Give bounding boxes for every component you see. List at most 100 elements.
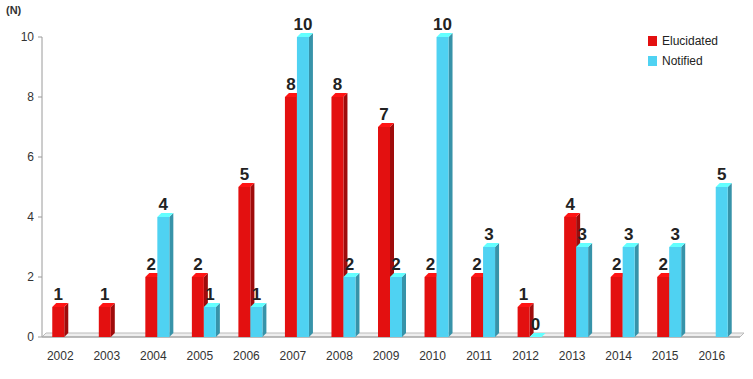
bar-side: [111, 303, 115, 337]
x-tick-label: 2004: [140, 349, 167, 363]
bar: [331, 97, 343, 337]
bar: [250, 307, 262, 337]
bar: [204, 307, 216, 337]
data-label: 1: [54, 285, 63, 304]
bar: [192, 277, 204, 337]
x-tick-label: 2005: [187, 349, 214, 363]
bar-side: [681, 243, 685, 337]
x-tick-label: 2015: [652, 349, 679, 363]
bar: [378, 127, 390, 337]
data-label: 3: [624, 225, 633, 244]
bar-3d: [669, 243, 685, 337]
y-tick-label: 6: [27, 150, 34, 164]
y-tick: [38, 277, 42, 278]
x-tick-label: 2006: [233, 349, 260, 363]
bar-3d: [483, 243, 499, 337]
bar: [564, 217, 576, 337]
bar: [669, 247, 681, 337]
bar: [99, 307, 111, 337]
bar-3d: [157, 213, 173, 337]
bar: [285, 97, 297, 337]
bar-side: [309, 33, 313, 337]
x-tick-label: 2003: [93, 349, 120, 363]
bar-side: [169, 213, 173, 337]
data-label: 10: [433, 15, 452, 34]
y-tick-label: 2: [27, 270, 34, 284]
bar-3d: [623, 243, 639, 337]
y-tick-label: 8: [27, 90, 34, 104]
data-labels: 11225887221422411102210303335: [54, 15, 727, 334]
y-tick: [38, 37, 42, 38]
bar: [576, 247, 588, 337]
x-tick-label: 2012: [512, 349, 539, 363]
bar-3d: [297, 33, 313, 337]
data-label: 1: [100, 285, 109, 304]
bar-3d: [576, 243, 592, 337]
bar: [343, 277, 355, 337]
x-tick-label: 2016: [698, 349, 725, 363]
y-tick-label: 4: [27, 210, 34, 224]
data-label: 3: [484, 225, 493, 244]
data-label: 8: [286, 75, 295, 94]
legend-swatch: [648, 36, 657, 46]
legend: Elucidated Notified: [648, 34, 718, 68]
bar-3d: [250, 303, 266, 337]
x-tick-label: 2014: [605, 349, 632, 363]
y-tick-label: 0: [27, 330, 34, 344]
bar-3d: [716, 183, 732, 337]
data-label: 10: [293, 15, 312, 34]
bar-side: [588, 243, 592, 337]
bar-side: [64, 303, 68, 337]
y-tick: [38, 97, 42, 98]
data-label: 2: [147, 255, 156, 274]
data-label: 2: [472, 255, 481, 274]
data-label: 8: [333, 75, 342, 94]
chart: 0246810(N)200220032004200520062007200820…: [0, 0, 753, 379]
bar-side: [635, 243, 639, 337]
data-label: 7: [379, 105, 388, 124]
bar: [425, 277, 437, 337]
bar: [483, 247, 495, 337]
bar-side: [449, 33, 453, 337]
x-tick-label: 2009: [373, 349, 400, 363]
data-label: 2: [391, 255, 400, 274]
data-label: 1: [205, 285, 214, 304]
data-label: 0: [531, 315, 540, 334]
x-tick-label: 2008: [326, 349, 353, 363]
x-tick-label: 2007: [280, 349, 307, 363]
bar: [390, 277, 402, 337]
bar: [530, 337, 542, 338]
data-label: 3: [577, 225, 586, 244]
bar-3d: [99, 303, 115, 337]
y-axis: [42, 37, 43, 337]
y-tick: [38, 337, 42, 338]
data-label: 3: [670, 225, 679, 244]
bar: [437, 37, 449, 337]
bar-side: [216, 303, 220, 337]
y-tick: [38, 217, 42, 218]
bar-side: [402, 273, 406, 337]
bar: [611, 277, 623, 337]
legend-swatch: [648, 56, 657, 66]
legend-label: Elucidated: [662, 34, 718, 48]
bar-3d: [437, 33, 453, 337]
bar: [518, 307, 530, 337]
data-label: 2: [193, 255, 202, 274]
data-label: 2: [426, 255, 435, 274]
data-label: 1: [252, 285, 261, 304]
data-label: 5: [717, 165, 726, 184]
bar-side: [495, 243, 499, 337]
x-tick-label: 2013: [559, 349, 586, 363]
data-label: 2: [345, 255, 354, 274]
x-tick-label: 2010: [419, 349, 446, 363]
bar: [157, 217, 169, 337]
y-axis-label: (N): [6, 4, 22, 16]
bar: [238, 187, 250, 337]
bar: [145, 277, 157, 337]
legend-label: Notified: [662, 54, 703, 68]
bar: [52, 307, 64, 337]
bar-3d: [343, 273, 359, 337]
data-label: 1: [519, 285, 528, 304]
data-label: 4: [565, 195, 575, 214]
bar-3d: [204, 303, 220, 337]
